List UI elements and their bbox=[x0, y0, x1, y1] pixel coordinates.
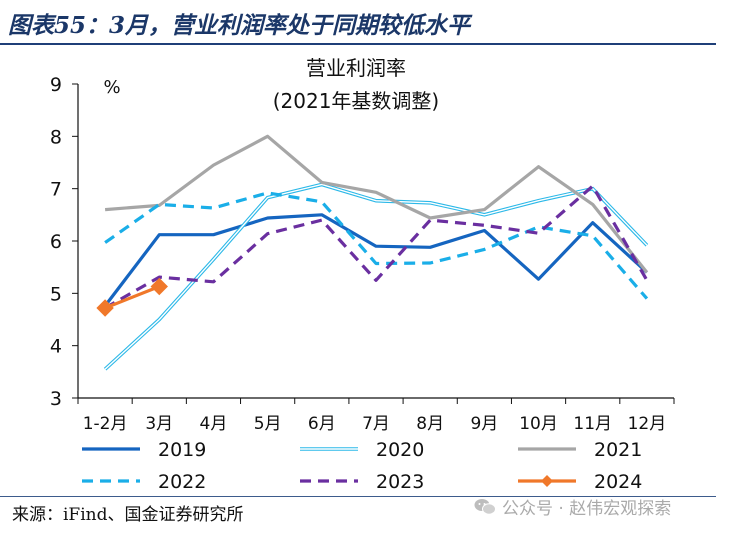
x-tick-label: 4月 bbox=[200, 414, 228, 434]
x-tick-label: 3月 bbox=[145, 414, 173, 434]
x-tick-label: 5月 bbox=[254, 414, 282, 434]
series-2020 bbox=[103, 182, 649, 371]
series-line-2022 bbox=[104, 191, 649, 300]
x-tick-label: 6月 bbox=[308, 414, 336, 434]
axes: 3 4 5 6 7 8 9 1-2月 3月 4月 5月 6月 7月 8月 9月 10月 11月 12月 bbox=[50, 74, 675, 434]
x-tick-label: 1-2月 bbox=[83, 414, 128, 434]
y-tick-label: 9 bbox=[50, 74, 62, 96]
source-note: 来源：iFind、国金证券研究所 bbox=[12, 505, 244, 525]
chart-subtitle: (2021年基数调整) bbox=[273, 89, 440, 113]
series-2024 bbox=[96, 277, 168, 317]
x-tick-label: 10月 bbox=[519, 414, 558, 434]
y-tick-label: 7 bbox=[50, 179, 62, 201]
legend-marker bbox=[541, 475, 553, 487]
x-tick-label: 12月 bbox=[628, 414, 667, 434]
page-title: 图表55：3月，营业利润率处于同期较低水平 bbox=[8, 12, 471, 39]
series-point-2024 bbox=[150, 277, 168, 296]
legend-item-2020: 2020 bbox=[300, 439, 424, 461]
legend: 2019 2020 2021 2022 2023 2024 bbox=[82, 439, 642, 490]
series-2022 bbox=[104, 191, 649, 300]
line-chart: 营业利润率 (2021年基数调整) % 3 4 5 6 7 8 9 1-2月 3月 4月 5月 6月 7… bbox=[50, 56, 675, 490]
y-tick-label: 8 bbox=[50, 126, 62, 148]
y-tick-label: 5 bbox=[50, 283, 62, 305]
footer-divider bbox=[0, 496, 716, 497]
series-line-2024 bbox=[104, 285, 160, 310]
x-tick-label: 11月 bbox=[573, 414, 612, 434]
series-line-core-2020 bbox=[104, 183, 648, 370]
legend-label: 2024 bbox=[594, 471, 642, 490]
legend-item-2022: 2022 bbox=[82, 471, 206, 490]
legend-label: 2020 bbox=[376, 439, 424, 461]
chart-title: 营业利润率 bbox=[306, 56, 406, 80]
x-tick-label: 7月 bbox=[362, 414, 390, 434]
legend-label: 2023 bbox=[376, 471, 424, 490]
legend-label: 2022 bbox=[158, 471, 206, 490]
x-tick-label: 8月 bbox=[416, 414, 444, 434]
series-line-2019 bbox=[103, 213, 648, 307]
y-tick-label: 6 bbox=[50, 231, 62, 253]
legend-item-2021: 2021 bbox=[518, 439, 642, 461]
y-tick-label: 3 bbox=[50, 388, 62, 410]
legend-item-2019: 2019 bbox=[82, 439, 206, 461]
y-axis-unit: % bbox=[103, 77, 120, 98]
series-point-2024 bbox=[96, 299, 114, 317]
legend-label: 2019 bbox=[158, 439, 206, 461]
legend-item-2023: 2023 bbox=[300, 471, 424, 490]
x-tick-label: 9月 bbox=[470, 414, 498, 434]
series-2021 bbox=[104, 134, 649, 274]
y-tick-label: 4 bbox=[50, 336, 62, 358]
series-layer bbox=[96, 134, 649, 371]
watermark-text: 公众号 · 赵伟宏观探索 bbox=[502, 499, 672, 519]
title-divider bbox=[0, 43, 716, 45]
series-2023 bbox=[104, 184, 649, 310]
wechat-icon bbox=[474, 498, 496, 515]
series-2019 bbox=[103, 213, 648, 307]
series-line-2023 bbox=[104, 184, 649, 310]
legend-item-2024: 2024 bbox=[518, 471, 642, 490]
series-line-2021 bbox=[104, 134, 649, 274]
legend-label: 2021 bbox=[594, 439, 642, 461]
series-line-2020 bbox=[103, 182, 649, 371]
watermark: 公众号 · 赵伟宏观探索 bbox=[474, 494, 671, 519]
